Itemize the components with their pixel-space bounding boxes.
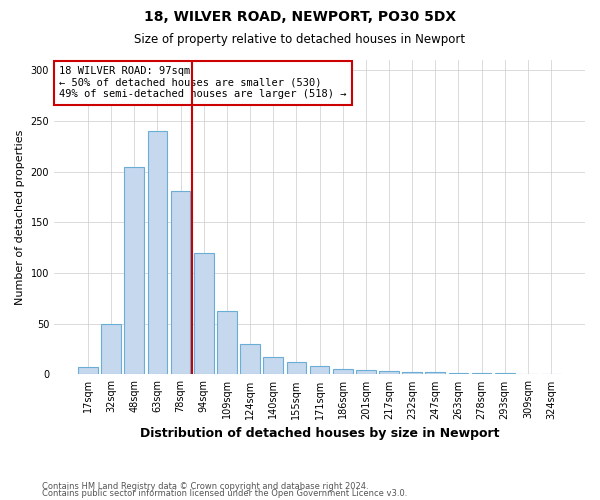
Text: Contains public sector information licensed under the Open Government Licence v3: Contains public sector information licen… bbox=[42, 490, 407, 498]
Bar bbox=[425, 372, 445, 374]
Bar bbox=[124, 166, 144, 374]
Bar bbox=[171, 191, 190, 374]
Bar bbox=[101, 324, 121, 374]
Bar bbox=[217, 310, 237, 374]
Bar bbox=[356, 370, 376, 374]
Bar bbox=[194, 252, 214, 374]
Text: Size of property relative to detached houses in Newport: Size of property relative to detached ho… bbox=[134, 32, 466, 46]
Bar bbox=[240, 344, 260, 374]
Text: 18 WILVER ROAD: 97sqm
← 50% of detached houses are smaller (530)
49% of semi-det: 18 WILVER ROAD: 97sqm ← 50% of detached … bbox=[59, 66, 347, 100]
Bar bbox=[78, 368, 98, 374]
Y-axis label: Number of detached properties: Number of detached properties bbox=[15, 130, 25, 305]
Text: Contains HM Land Registry data © Crown copyright and database right 2024.: Contains HM Land Registry data © Crown c… bbox=[42, 482, 368, 491]
Text: 18, WILVER ROAD, NEWPORT, PO30 5DX: 18, WILVER ROAD, NEWPORT, PO30 5DX bbox=[144, 10, 456, 24]
Bar bbox=[287, 362, 306, 374]
X-axis label: Distribution of detached houses by size in Newport: Distribution of detached houses by size … bbox=[140, 427, 499, 440]
Bar bbox=[379, 372, 399, 374]
Bar bbox=[402, 372, 422, 374]
Bar bbox=[263, 357, 283, 374]
Bar bbox=[310, 366, 329, 374]
Bar bbox=[148, 131, 167, 374]
Bar bbox=[333, 370, 353, 374]
